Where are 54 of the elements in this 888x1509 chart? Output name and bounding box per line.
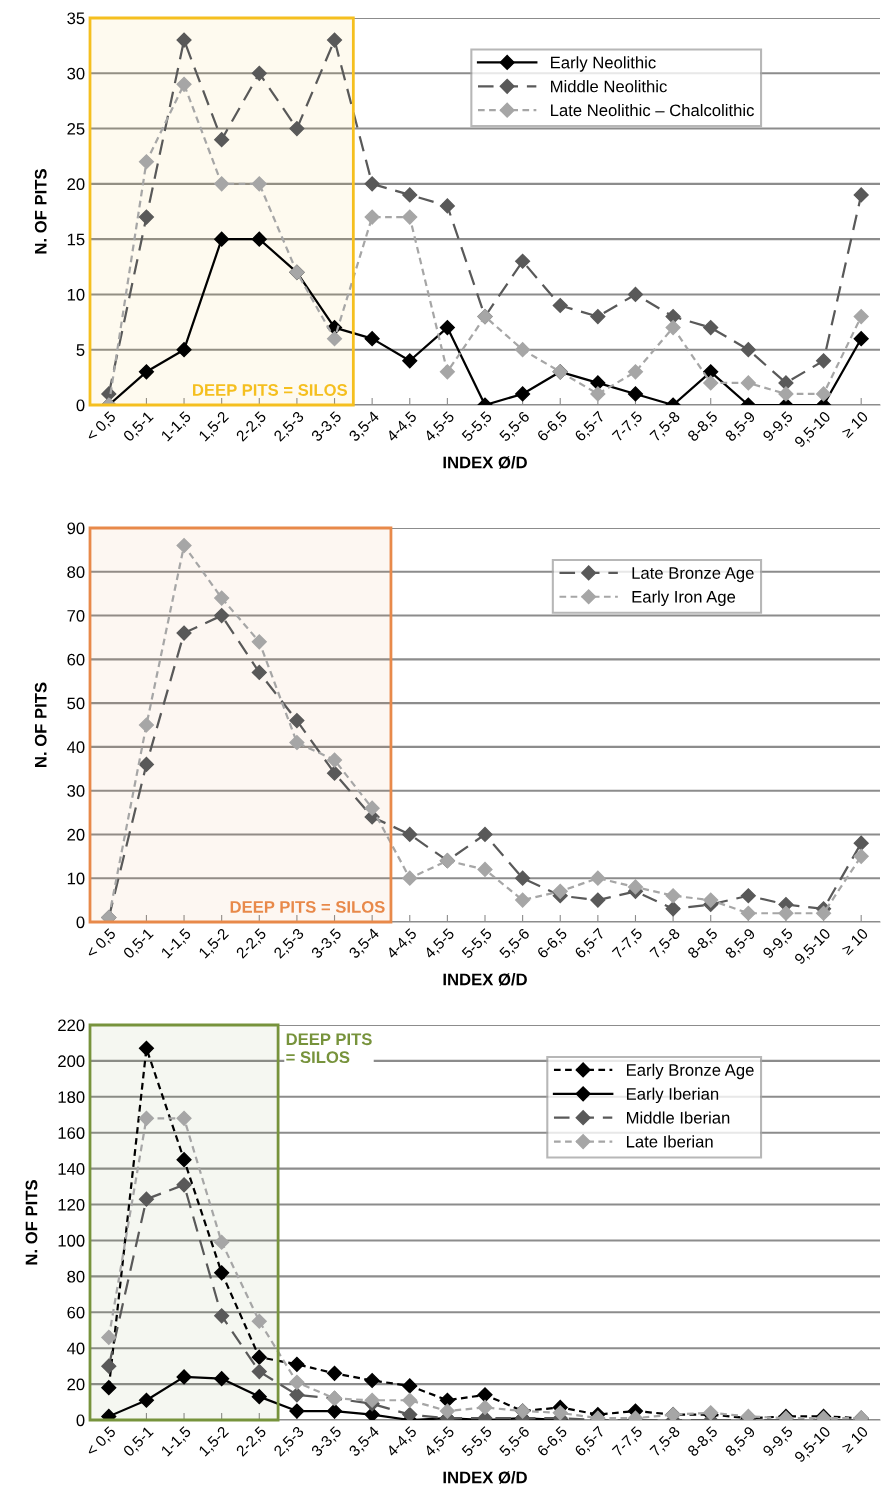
x-axis-title: INDEX Ø/D <box>443 973 527 986</box>
y-axis-title: N. OF PITS <box>34 169 47 254</box>
legend-label: Late Iberian <box>626 1135 713 1148</box>
legend-label: Early Neolithic <box>551 56 656 72</box>
legend-label: Early Iron Age <box>632 590 736 607</box>
legend-label: Late Bronze Age <box>632 567 754 583</box>
y-tick-label: 15 <box>67 233 85 246</box>
y-tick-label: 40 <box>66 1342 85 1355</box>
legend-label: Middle Iberian <box>626 1111 730 1124</box>
x-tick-label: < 0,5 <box>85 1425 118 1458</box>
x-tick-label: ≥ 10 <box>840 410 869 439</box>
y-tick-label: 20 <box>67 178 85 191</box>
legend-label: Early Bronze Age <box>626 1063 754 1080</box>
x-tick-label: < 0,5 <box>85 410 118 443</box>
x-axis-title: INDEX Ø/D <box>443 1471 527 1484</box>
x-axis-title: INDEX Ø/D <box>443 456 527 469</box>
y-tick-label: 30 <box>67 67 85 80</box>
y-tick-label: 35 <box>67 12 85 25</box>
y-tick-label: 180 <box>58 1091 85 1104</box>
y-axis-title: N. OF PITS <box>34 682 47 767</box>
y-tick-label: 160 <box>58 1127 85 1139</box>
y-tick-label: 10 <box>67 288 85 301</box>
y-tick-label: 20 <box>67 1378 85 1391</box>
y-axis-title: N. OF PITS <box>25 1180 38 1265</box>
y-tick-label: 140 <box>58 1163 85 1175</box>
y-tick-label: 40 <box>66 741 85 754</box>
y-tick-label: 90 <box>67 522 85 535</box>
y-tick-label: 220 <box>58 1019 85 1032</box>
band-label: DEEP PITS = SILOS <box>230 900 385 913</box>
y-tick-label: 100 <box>58 1234 85 1247</box>
y-tick-label: 20 <box>67 828 85 841</box>
band-label: DEEP PITS = SILOS <box>193 384 348 396</box>
y-tick-label: 70 <box>67 609 85 622</box>
y-tick-label: 0 <box>76 1414 85 1427</box>
y-tick-label: 30 <box>67 785 85 797</box>
legend-label: Late Neolithic – Chalcolithic <box>551 103 754 117</box>
y-tick-label: 50 <box>67 697 85 710</box>
y-tick-label: 5 <box>76 344 85 356</box>
y-tick-label: 80 <box>67 1270 85 1283</box>
band-label: DEEP PITS = SILOS <box>286 1033 372 1064</box>
y-tick-label: 10 <box>67 872 85 885</box>
y-tick-label: 60 <box>67 653 85 666</box>
y-tick-label: 0 <box>76 916 85 929</box>
y-tick-label: 0 <box>76 399 85 412</box>
y-tick-label: 60 <box>67 1306 85 1319</box>
x-tick-label: < 0,5 <box>85 927 118 960</box>
y-tick-label: 80 <box>67 566 85 578</box>
y-tick-label: 120 <box>58 1198 85 1211</box>
x-tick-label: ≥ 10 <box>840 1425 869 1454</box>
legend-label: Early Iberian <box>626 1087 719 1104</box>
legend-label: Middle Neolithic <box>551 80 667 93</box>
x-tick-label: ≥ 10 <box>840 927 869 956</box>
y-tick-label: 25 <box>67 122 85 135</box>
y-tick-label: 200 <box>58 1055 85 1068</box>
